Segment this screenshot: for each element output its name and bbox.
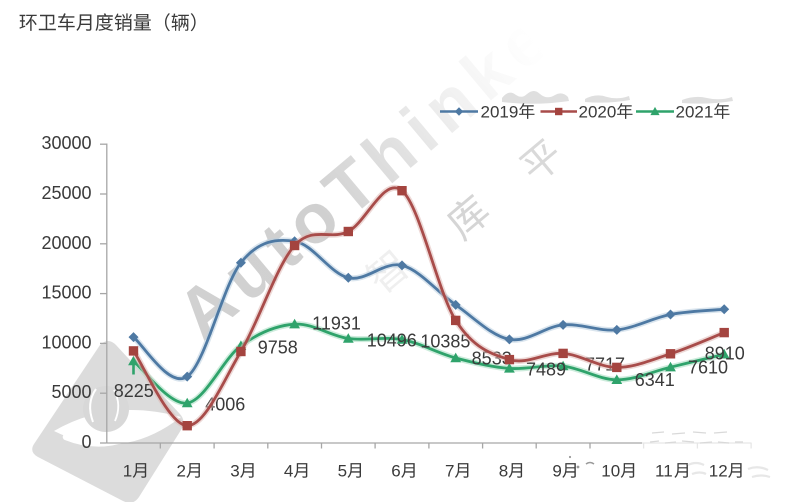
svg-text:30000: 30000 <box>41 133 91 153</box>
svg-text:10496: 10496 <box>367 331 417 351</box>
svg-text:10: 10 <box>601 462 620 481</box>
svg-text:7610: 7610 <box>688 358 728 378</box>
svg-text:8533: 8533 <box>472 348 512 368</box>
svg-text:8225: 8225 <box>114 381 154 401</box>
svg-text:12: 12 <box>709 462 728 481</box>
svg-text:10385: 10385 <box>420 332 470 352</box>
svg-text:2: 2 <box>177 462 186 481</box>
svg-text:1: 1 <box>123 462 132 481</box>
svg-text:9758: 9758 <box>258 337 298 357</box>
svg-text:8: 8 <box>499 462 508 481</box>
svg-text:6: 6 <box>391 462 400 481</box>
svg-text:25000: 25000 <box>41 183 91 203</box>
svg-text:7: 7 <box>445 462 454 481</box>
svg-text:2019: 2019 <box>481 103 519 122</box>
svg-text:15000: 15000 <box>41 283 91 303</box>
svg-text:5000: 5000 <box>51 382 91 402</box>
svg-text:5: 5 <box>338 462 347 481</box>
svg-text:11931: 11931 <box>312 314 361 334</box>
svg-text:9: 9 <box>552 462 561 481</box>
svg-text:3: 3 <box>230 462 239 481</box>
svg-text:7489: 7489 <box>526 360 566 380</box>
svg-text:10000: 10000 <box>41 332 91 352</box>
svg-text:0: 0 <box>81 432 91 452</box>
svg-text:4: 4 <box>284 462 293 481</box>
svg-text:6341: 6341 <box>635 370 675 390</box>
svg-text:20000: 20000 <box>41 233 91 253</box>
svg-text:2021: 2021 <box>676 103 714 122</box>
svg-text:8910: 8910 <box>705 343 745 363</box>
svg-text:11: 11 <box>655 462 673 481</box>
svg-text:2020: 2020 <box>579 103 617 122</box>
